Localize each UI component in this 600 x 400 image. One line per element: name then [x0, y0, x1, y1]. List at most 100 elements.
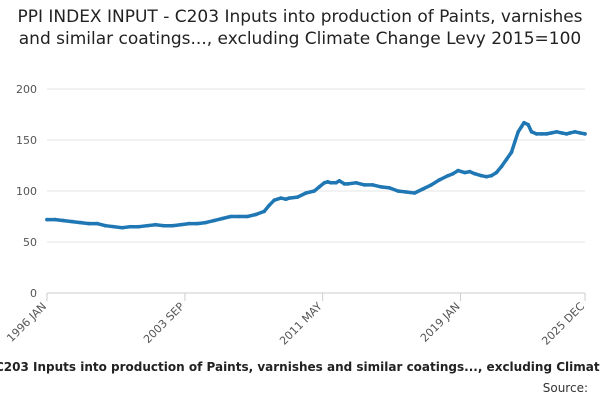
- chart-title: PPI INDEX INPUT - C203 Inputs into produ…: [17, 7, 583, 49]
- data-point[interactable]: [549, 131, 554, 135]
- data-point[interactable]: [312, 189, 317, 193]
- data-point[interactable]: [45, 217, 49, 222]
- data-point[interactable]: [578, 131, 582, 135]
- y-tick-label: 100: [16, 185, 37, 198]
- data-point[interactable]: [345, 182, 350, 186]
- data-point[interactable]: [456, 168, 460, 173]
- data-point[interactable]: [342, 182, 347, 186]
- data-point[interactable]: [170, 223, 175, 228]
- data-point[interactable]: [513, 140, 517, 144]
- series-group: [45, 120, 587, 230]
- data-point[interactable]: [195, 221, 200, 226]
- data-point[interactable]: [229, 214, 233, 219]
- y-tick-label: 0: [30, 287, 37, 300]
- data-point[interactable]: [267, 203, 272, 208]
- data-point[interactable]: [53, 217, 58, 222]
- data-point[interactable]: [153, 222, 158, 227]
- data-point[interactable]: [322, 181, 327, 185]
- data-point[interactable]: [451, 171, 455, 176]
- data-point[interactable]: [544, 132, 549, 136]
- data-point[interactable]: [446, 173, 450, 178]
- data-point[interactable]: [245, 214, 250, 219]
- data-point[interactable]: [203, 220, 208, 225]
- x-tick-label: 2011 MAY: [277, 300, 325, 348]
- series-line[interactable]: [45, 120, 587, 230]
- data-point[interactable]: [472, 171, 477, 176]
- data-point[interactable]: [254, 212, 258, 217]
- data-point[interactable]: [284, 197, 288, 201]
- data-point[interactable]: [379, 185, 384, 189]
- x-axis: 1996 JAN 2003 SEP 2011 MAY 2019 JAN 2025 DEC: [4, 293, 587, 348]
- data-point[interactable]: [484, 174, 489, 179]
- data-point[interactable]: [421, 187, 425, 191]
- data-point[interactable]: [220, 216, 225, 221]
- data-point[interactable]: [554, 130, 559, 134]
- data-point[interactable]: [78, 220, 83, 225]
- data-point[interactable]: [499, 164, 504, 169]
- data-point[interactable]: [178, 222, 183, 227]
- data-point[interactable]: [187, 221, 191, 226]
- data-point[interactable]: [519, 124, 524, 129]
- data-point[interactable]: [479, 173, 484, 178]
- data-point[interactable]: [516, 130, 520, 134]
- y-tick-label: 50: [23, 236, 37, 249]
- data-point[interactable]: [279, 196, 283, 200]
- data-point[interactable]: [128, 224, 133, 229]
- data-point[interactable]: [564, 132, 569, 136]
- data-point[interactable]: [462, 170, 467, 175]
- data-point[interactable]: [87, 221, 91, 226]
- data-point[interactable]: [509, 150, 514, 154]
- data-point[interactable]: [568, 131, 572, 135]
- data-point[interactable]: [539, 132, 544, 136]
- data-point[interactable]: [396, 189, 400, 193]
- data-point[interactable]: [145, 223, 149, 228]
- data-point[interactable]: [61, 218, 66, 223]
- data-point[interactable]: [137, 224, 141, 229]
- data-point[interactable]: [412, 191, 417, 195]
- data-point[interactable]: [212, 218, 216, 223]
- data-point[interactable]: [504, 157, 509, 162]
- x-tick-label: 2003 SEP: [141, 300, 187, 346]
- data-point[interactable]: [573, 130, 577, 134]
- data-point[interactable]: [112, 224, 116, 229]
- data-point[interactable]: [103, 223, 108, 228]
- x-tick-label: 2019 JAN: [418, 300, 463, 345]
- data-point[interactable]: [529, 130, 534, 134]
- data-point[interactable]: [354, 181, 358, 185]
- data-point[interactable]: [583, 132, 587, 136]
- data-point[interactable]: [304, 191, 308, 195]
- data-point[interactable]: [387, 186, 392, 190]
- data-point[interactable]: [325, 180, 330, 184]
- y-tick-label: 200: [16, 83, 37, 96]
- data-point[interactable]: [237, 214, 241, 219]
- data-point[interactable]: [162, 223, 166, 228]
- data-point[interactable]: [489, 173, 494, 178]
- data-point[interactable]: [467, 169, 472, 174]
- data-point[interactable]: [337, 179, 342, 183]
- data-point[interactable]: [437, 178, 442, 182]
- data-point[interactable]: [317, 185, 322, 189]
- data-point[interactable]: [404, 190, 409, 194]
- data-point[interactable]: [559, 131, 564, 135]
- data-point[interactable]: [429, 183, 434, 187]
- data-point[interactable]: [70, 219, 74, 224]
- data-point[interactable]: [262, 209, 267, 214]
- data-point[interactable]: [534, 132, 539, 136]
- data-point[interactable]: [494, 170, 499, 175]
- data-point[interactable]: [329, 181, 333, 185]
- source-label[interactable]: Source:: [542, 381, 588, 395]
- data-point[interactable]: [334, 181, 338, 185]
- data-point[interactable]: [362, 183, 367, 187]
- x-tick-label: 2025 DEC: [539, 300, 587, 348]
- legend-label: C203 Inputs into production of Paints, v…: [0, 360, 600, 374]
- data-point[interactable]: [287, 196, 292, 200]
- data-point[interactable]: [371, 183, 375, 187]
- data-point[interactable]: [120, 225, 124, 230]
- data-point[interactable]: [95, 221, 99, 226]
- legend[interactable]: C203 Inputs into production of Paints, v…: [0, 360, 600, 376]
- data-point[interactable]: [526, 122, 530, 127]
- data-point[interactable]: [295, 195, 300, 199]
- data-point[interactable]: [272, 198, 277, 202]
- data-point[interactable]: [522, 120, 526, 125]
